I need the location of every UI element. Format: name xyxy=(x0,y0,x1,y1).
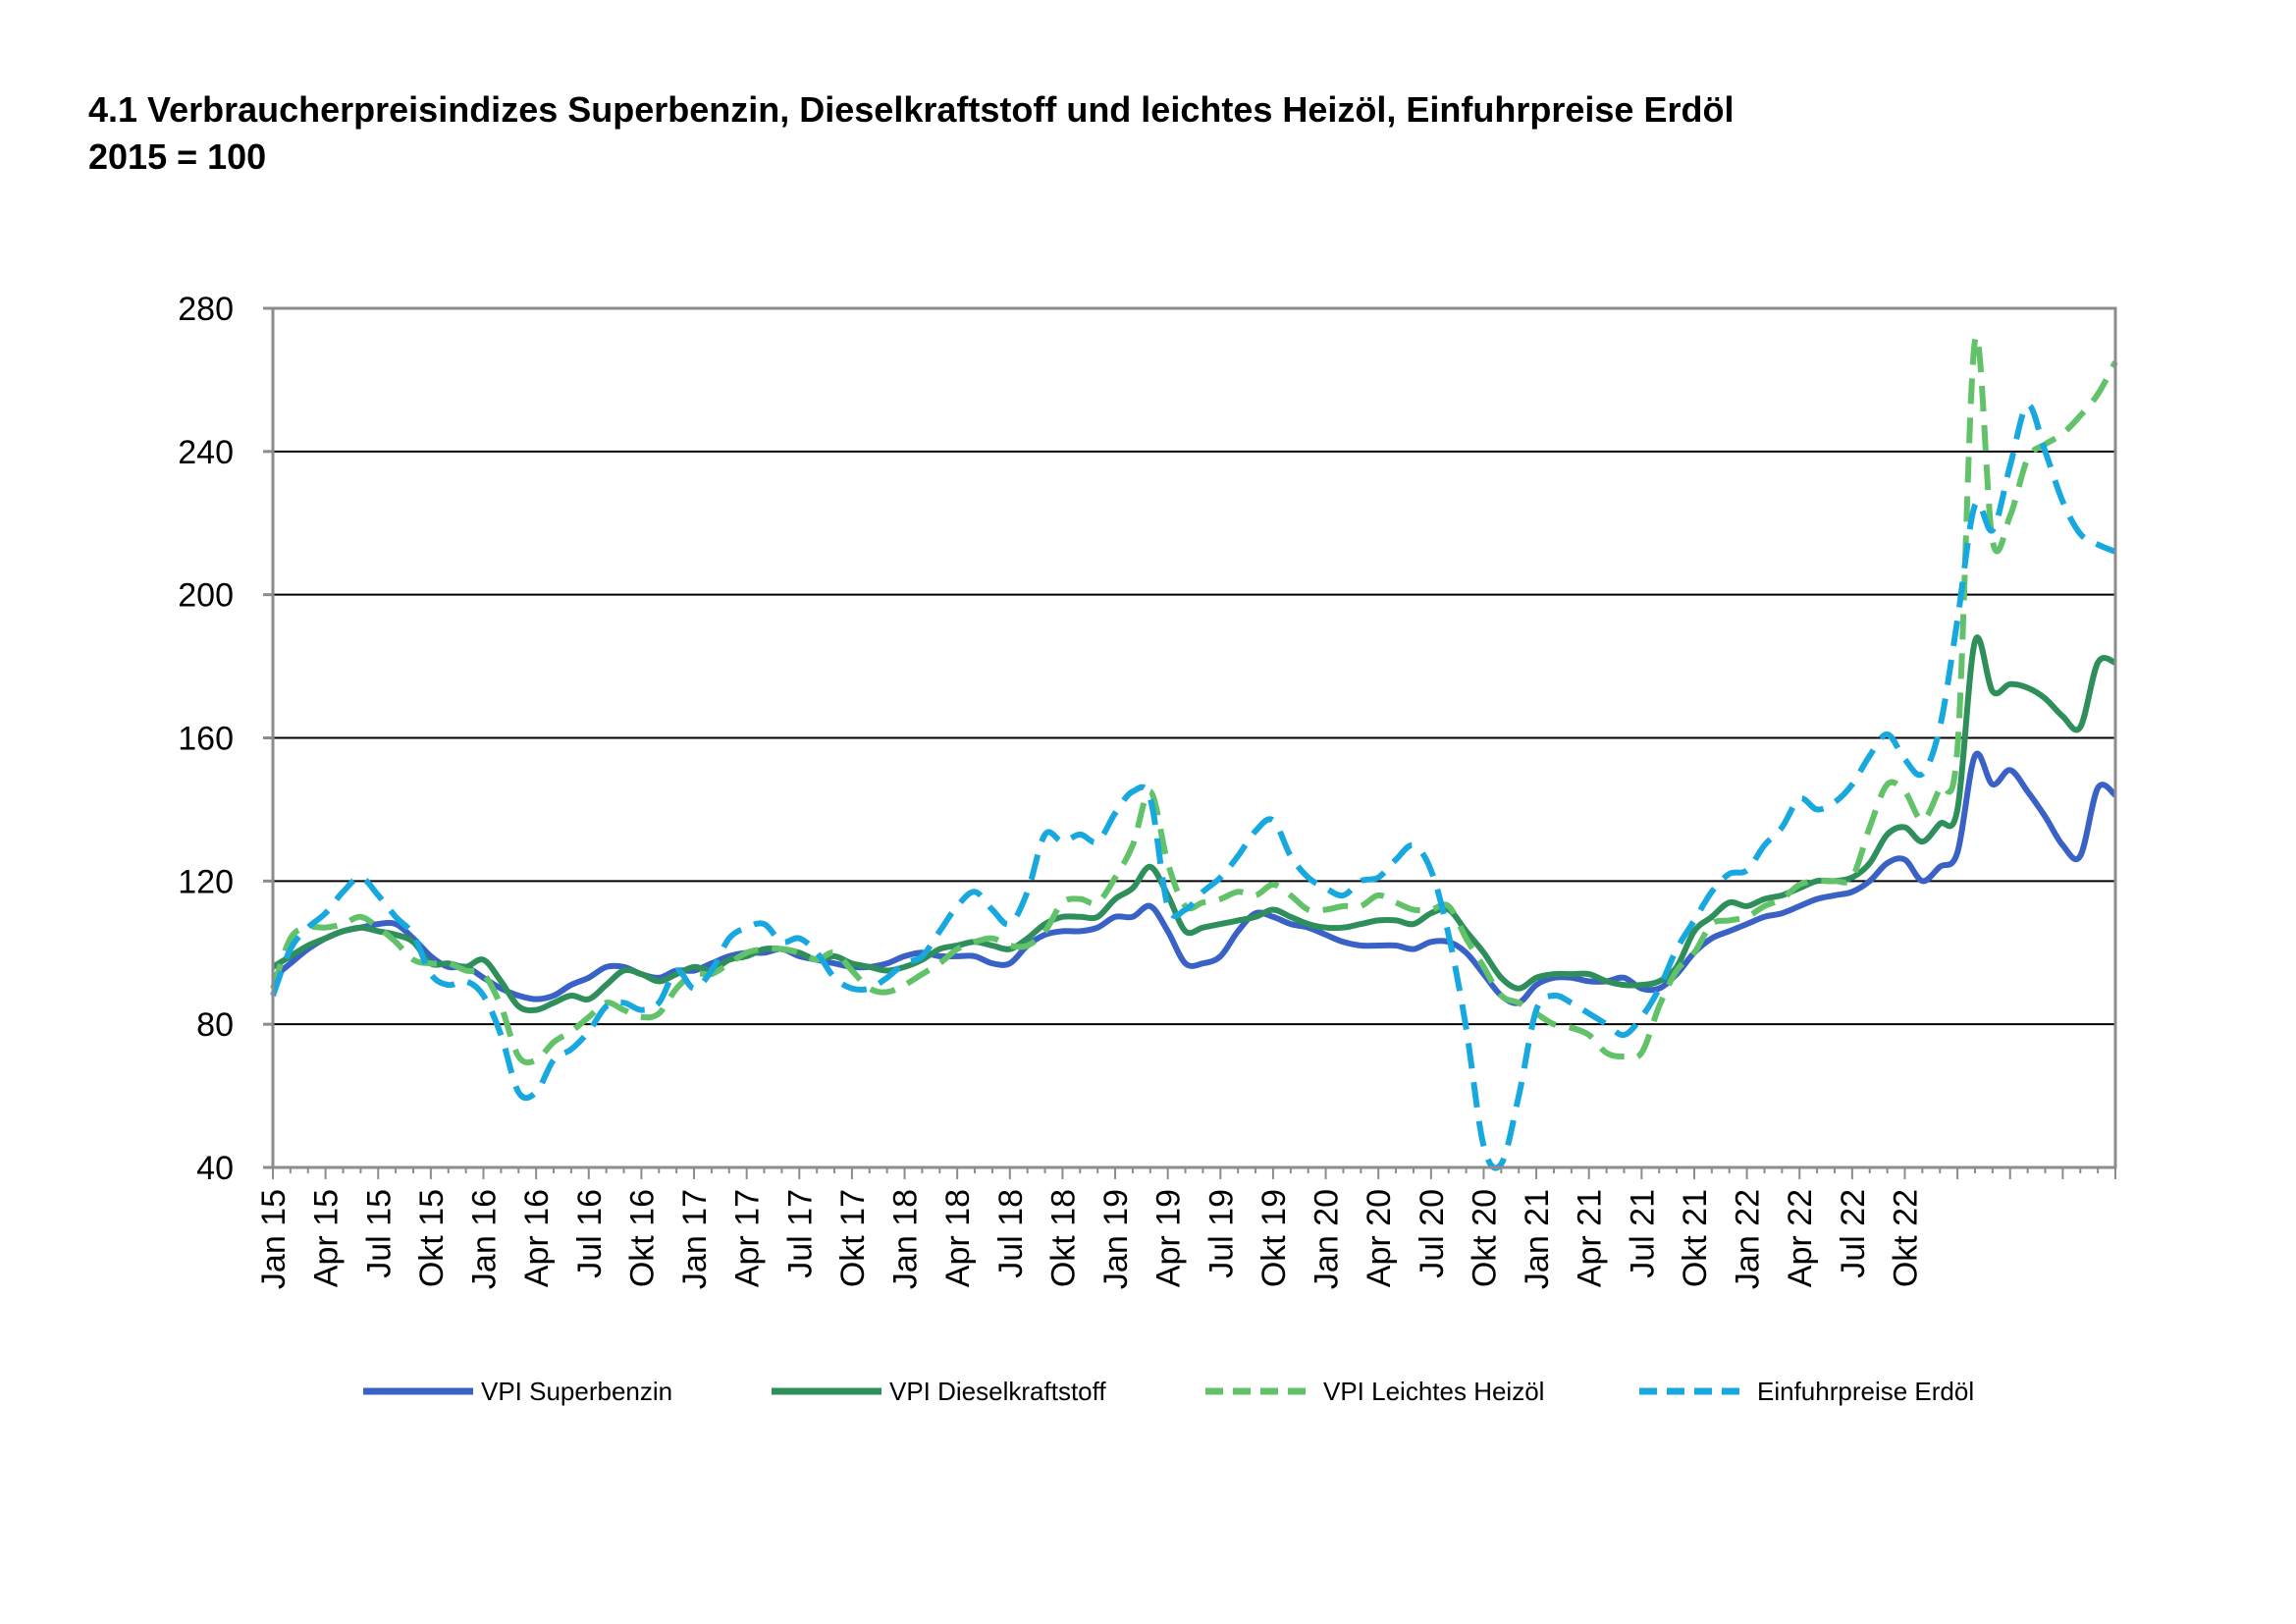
x-tick-label: Jul 15 xyxy=(360,1189,398,1278)
chart-title-line2: 2015 = 100 xyxy=(88,136,267,177)
x-tick-label: Okt 16 xyxy=(623,1189,661,1287)
y-tick-label: 280 xyxy=(178,291,234,328)
gridlines xyxy=(273,450,2115,1026)
x-tick-label: Apr 16 xyxy=(518,1189,556,1287)
x-tick-label: Jan 19 xyxy=(1097,1189,1135,1289)
x-tick-label: Okt 17 xyxy=(834,1189,872,1287)
legend-swatch-superbenzin xyxy=(363,1387,473,1395)
x-tick-label: Jul 17 xyxy=(781,1189,819,1278)
plot-frame xyxy=(271,306,2117,1169)
legend: VPI Superbenzin VPI Dieselkraftstoff VPI… xyxy=(363,1367,2032,1416)
x-tick-label: Jul 16 xyxy=(571,1189,609,1278)
x-tick-label: Jan 16 xyxy=(466,1189,504,1289)
x-tick-label: Okt 19 xyxy=(1255,1189,1293,1287)
legend-label-erdoel: Einfuhrpreise Erdöl xyxy=(1757,1376,1975,1406)
legend-swatch-erdoel xyxy=(1639,1387,1749,1395)
x-tick-label: Okt 22 xyxy=(1887,1189,1924,1287)
x-tick-label: Jan 21 xyxy=(1519,1189,1556,1289)
y-tick-label: 240 xyxy=(178,434,234,471)
series-lines xyxy=(270,334,2118,1171)
x-tick-label: Jan 20 xyxy=(1308,1189,1346,1289)
x-axis: Jan 15 Apr 15 Jul 15 Okt 15 Jan 16 Apr 16 Jul … xyxy=(255,1167,2116,1289)
series-line-diesel xyxy=(271,634,2116,1013)
y-tick-label: 120 xyxy=(178,863,234,900)
legend-item-diesel: VPI Dieselkraftstoff xyxy=(772,1367,1106,1416)
legend-swatch-diesel xyxy=(772,1387,881,1395)
y-axis: 40 80 120 160 200 240 280 xyxy=(178,291,273,1187)
x-tick-label: Jul 20 xyxy=(1414,1189,1451,1278)
x-tick-label: Jan 17 xyxy=(676,1189,714,1289)
series-line-superbenzin xyxy=(271,750,2117,1006)
x-tick-label: Apr 18 xyxy=(939,1189,977,1287)
legend-label-superbenzin: VPI Superbenzin xyxy=(481,1376,673,1406)
chart-title-line1: 4.1 Verbraucherpreisindizes Superbenzin,… xyxy=(88,89,1735,130)
series-line-erdoel xyxy=(270,402,2117,1171)
x-tick-label: Apr 20 xyxy=(1361,1189,1398,1287)
x-tick-label: Okt 20 xyxy=(1466,1189,1503,1287)
x-tick-label: Okt 18 xyxy=(1044,1189,1082,1287)
x-tick-label: Jan 22 xyxy=(1730,1189,1767,1289)
x-tick-label: Apr 19 xyxy=(1150,1189,1188,1287)
x-tick-label: Okt 15 xyxy=(413,1189,451,1287)
y-tick-label: 160 xyxy=(178,721,234,758)
x-tick-label: Okt 21 xyxy=(1677,1189,1714,1287)
x-tick-label: Jan 18 xyxy=(887,1189,925,1289)
x-tick-label: Apr 17 xyxy=(729,1189,767,1287)
x-tick-label: Jan 15 xyxy=(255,1189,293,1289)
legend-label-diesel: VPI Dieselkraftstoff xyxy=(889,1376,1106,1406)
x-tick-label: Apr 15 xyxy=(308,1189,346,1287)
x-tick-label: Apr 22 xyxy=(1782,1189,1819,1287)
x-tick-label: Jul 19 xyxy=(1202,1189,1240,1278)
x-tick-label: Jul 18 xyxy=(992,1189,1030,1278)
legend-label-heizoel: VPI Leichtes Heizöl xyxy=(1323,1376,1545,1406)
y-tick-label: 200 xyxy=(178,577,234,615)
legend-item-heizoel: VPI Leichtes Heizöl xyxy=(1205,1367,1544,1416)
x-tick-label: Jul 21 xyxy=(1624,1189,1661,1278)
x-tick-label: Apr 21 xyxy=(1572,1189,1609,1287)
legend-item-superbenzin: VPI Superbenzin xyxy=(363,1367,672,1416)
x-tick-label: Jul 22 xyxy=(1835,1189,1872,1278)
chart-title: 4.1 Verbraucherpreisindizes Superbenzin,… xyxy=(88,86,1734,181)
legend-swatch-heizoel xyxy=(1205,1387,1315,1395)
legend-item-erdoel: Einfuhrpreise Erdöl xyxy=(1639,1367,1974,1416)
y-tick-label: 80 xyxy=(196,1006,234,1044)
y-tick-label: 40 xyxy=(196,1150,234,1187)
series-line-heizoel xyxy=(270,334,2118,1066)
